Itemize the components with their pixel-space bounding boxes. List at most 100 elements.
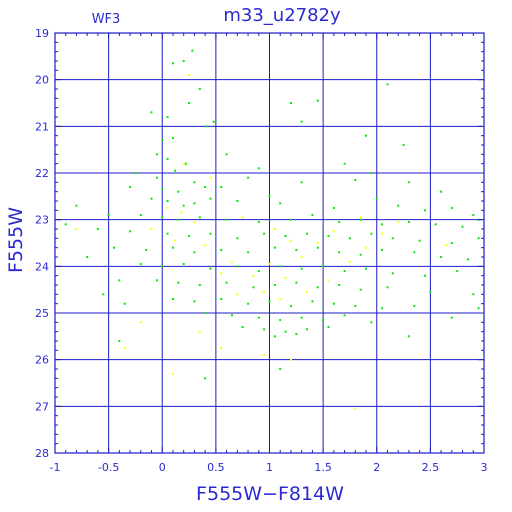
data-point xyxy=(300,120,303,123)
data-point xyxy=(424,209,426,212)
data-point xyxy=(370,172,373,174)
data-point xyxy=(381,232,384,235)
data-point xyxy=(174,239,177,242)
data-point xyxy=(300,316,303,319)
data-point xyxy=(139,214,142,216)
data-point xyxy=(279,298,282,300)
data-point xyxy=(220,249,223,251)
data-point xyxy=(316,246,319,249)
data-point xyxy=(311,300,314,303)
data-point xyxy=(332,207,335,209)
data-point xyxy=(161,139,164,142)
data-point xyxy=(413,251,416,254)
data-point xyxy=(193,300,196,303)
data-point xyxy=(429,291,432,293)
data-point xyxy=(172,62,174,65)
data-point xyxy=(209,232,212,235)
data-point xyxy=(365,134,367,137)
data-points xyxy=(64,49,480,410)
data-point xyxy=(123,302,126,305)
data-point xyxy=(402,144,405,146)
data-point xyxy=(424,274,426,277)
data-point xyxy=(247,176,250,179)
y-tick-label: 25 xyxy=(35,307,49,320)
data-point xyxy=(166,200,169,202)
y-tick-label: 23 xyxy=(35,214,49,227)
data-point xyxy=(241,326,244,328)
data-point xyxy=(327,279,330,282)
data-point xyxy=(359,218,362,221)
data-point xyxy=(279,265,282,268)
data-point xyxy=(209,176,212,179)
data-point xyxy=(129,230,132,233)
data-point xyxy=(397,204,400,207)
data-point xyxy=(236,293,239,296)
data-point xyxy=(306,232,308,235)
data-point xyxy=(102,293,105,296)
data-point xyxy=(198,284,201,286)
x-tick-label: -0.5 xyxy=(98,461,119,474)
data-point xyxy=(150,228,153,230)
y-tick-label: 20 xyxy=(35,74,49,87)
data-point xyxy=(231,314,233,317)
data-point xyxy=(370,321,373,324)
data-point xyxy=(86,256,89,258)
data-point xyxy=(188,235,191,237)
data-point xyxy=(204,377,207,380)
data-point xyxy=(359,216,362,219)
data-point xyxy=(359,288,362,291)
data-point xyxy=(209,267,212,270)
data-point xyxy=(311,214,314,216)
data-point xyxy=(472,214,475,216)
data-point xyxy=(236,265,239,268)
data-point xyxy=(174,169,177,172)
data-point xyxy=(413,305,416,307)
data-point xyxy=(290,358,292,361)
data-point xyxy=(450,242,453,244)
data-point xyxy=(166,116,169,118)
data-point xyxy=(193,221,196,223)
data-point xyxy=(440,190,443,193)
data-point xyxy=(290,218,292,221)
data-point xyxy=(180,211,183,214)
data-point xyxy=(381,223,384,226)
data-point xyxy=(263,328,266,331)
data-point xyxy=(332,230,335,233)
data-point xyxy=(440,256,443,258)
data-point xyxy=(343,270,346,272)
data-point xyxy=(327,235,330,237)
data-point xyxy=(316,286,319,289)
data-point xyxy=(212,120,215,123)
data-point xyxy=(354,305,357,307)
grid xyxy=(54,32,485,454)
data-point xyxy=(172,246,174,249)
data-point xyxy=(252,286,255,289)
y-tick-label: 24 xyxy=(35,260,49,273)
data-point xyxy=(332,302,335,305)
data-point xyxy=(193,251,196,254)
data-point xyxy=(134,172,137,174)
data-point xyxy=(391,272,394,275)
data-point xyxy=(64,223,67,226)
data-point xyxy=(231,260,233,263)
x-tick-label: 0 xyxy=(159,461,166,474)
data-point xyxy=(204,312,207,314)
data-point xyxy=(182,263,185,265)
data-point xyxy=(225,153,228,156)
data-point xyxy=(477,307,480,310)
y-tick-label: 26 xyxy=(35,354,49,367)
data-point xyxy=(241,216,244,219)
data-point xyxy=(161,188,164,191)
data-point xyxy=(220,272,223,275)
data-point xyxy=(338,251,341,254)
data-point xyxy=(247,302,250,305)
data-point xyxy=(166,207,169,209)
data-point xyxy=(284,235,287,237)
data-point xyxy=(466,258,469,261)
data-point xyxy=(118,340,121,342)
y-axis-label: F555W xyxy=(5,207,27,273)
data-point xyxy=(343,314,346,317)
y-tick-label: 27 xyxy=(35,400,49,413)
y-tick-label: 22 xyxy=(35,167,49,180)
